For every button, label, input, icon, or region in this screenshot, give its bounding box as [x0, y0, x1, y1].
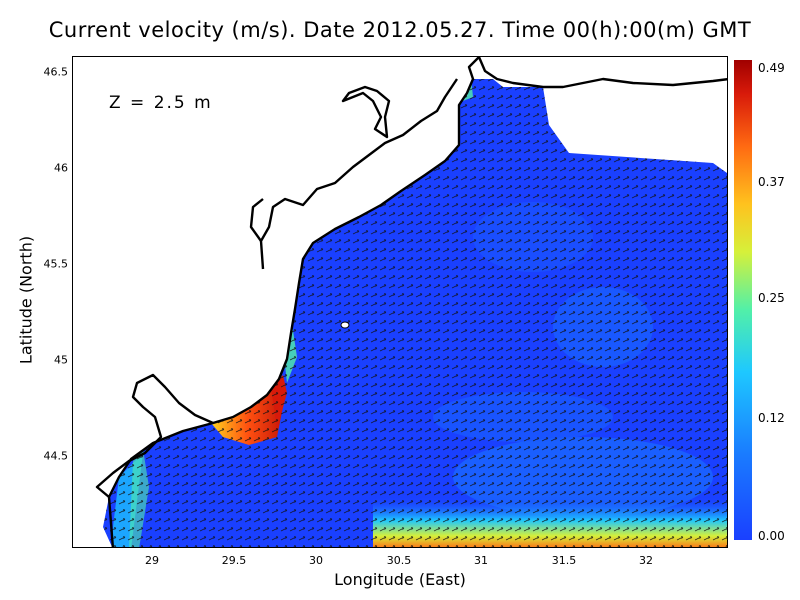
current-velocity-field	[103, 79, 727, 547]
coastline	[95, 57, 727, 547]
map-plot-area: Z = 2.5 m	[72, 56, 728, 548]
y-tick: 46.5	[43, 65, 69, 79]
y-tick: 45.5	[43, 257, 69, 271]
velocity-field-map	[95, 57, 727, 547]
chart-title: Current velocity (m/s). Date 2012.05.27.…	[48, 18, 752, 42]
y-tick: 44.5	[43, 449, 69, 463]
depth-label: Z = 2.5 m	[109, 93, 213, 113]
station-marker	[340, 321, 350, 329]
x-tick: 30.5	[386, 554, 412, 567]
colorbar	[734, 60, 752, 540]
colorbar-tick: 0.00	[758, 529, 785, 543]
y-tick: 45	[54, 353, 68, 367]
colorbar-tick: 0.12	[758, 411, 785, 425]
y-axis-label: Latitude (North)	[16, 235, 36, 365]
x-tick: 29.5	[221, 554, 247, 567]
x-tick: 29	[145, 554, 159, 567]
y-tick: 46	[54, 161, 68, 175]
colorbar-tick: 0.49	[758, 61, 785, 75]
x-tick: 31.5	[551, 554, 577, 567]
x-tick: 31	[474, 554, 488, 567]
colorbar-tick: 0.25	[758, 291, 785, 305]
x-axis-label: Longitude (East)	[334, 570, 466, 589]
x-tick: 32	[639, 554, 653, 567]
x-tick: 30	[309, 554, 323, 567]
colorbar-tick: 0.37	[758, 175, 785, 189]
